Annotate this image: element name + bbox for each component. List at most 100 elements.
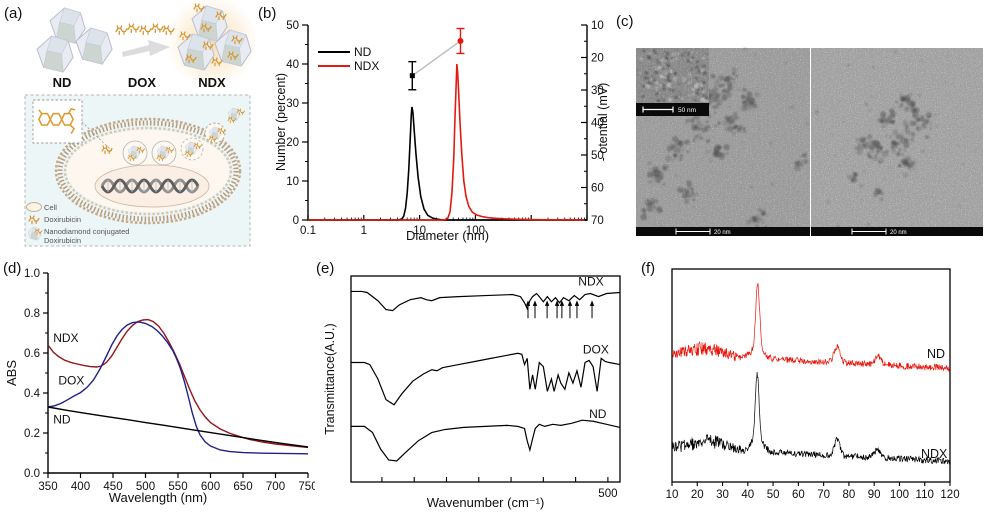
vesicle-entering: [204, 122, 226, 144]
panel-b-letter: (b): [258, 5, 276, 22]
svg-text:90: 90: [868, 489, 881, 501]
svg-text:110: 110: [916, 489, 934, 501]
diagram-legend: Cell Doxirubicin Nanodiamond conjugated …: [26, 202, 129, 245]
curve-label-ndx: NDX: [53, 331, 78, 345]
series-ndx: [47, 318, 309, 449]
zeta-point-ndx: [457, 37, 464, 44]
y-axis-label: Transmittance(A.U.): [323, 323, 337, 434]
membrane-outer: [54, 117, 242, 225]
svg-text:750: 750: [298, 481, 315, 493]
curve-label-nd: ND: [589, 407, 607, 421]
svg-text:1.0: 1.0: [24, 268, 40, 280]
zeta-connector: [411, 40, 461, 77]
svg-text:400: 400: [71, 481, 90, 493]
membrane: [57, 120, 239, 222]
left-scalebar-line: [675, 228, 711, 235]
right-scalebar-label: 20 nm: [890, 230, 907, 236]
ndx-label: NDX: [198, 75, 226, 90]
vesicle-2: [151, 140, 177, 166]
svg-text:50: 50: [591, 150, 604, 162]
svg-text:120: 120: [940, 489, 959, 501]
series-dox: [47, 321, 309, 455]
y-axis-left-label: Number (percent): [274, 73, 288, 171]
svg-text:10: 10: [591, 20, 604, 32]
vesicle-3: [180, 137, 204, 161]
svg-text:ND: ND: [354, 45, 372, 59]
svg-text:80: 80: [843, 489, 856, 501]
inset-scalebar-label: 50 nm: [678, 107, 696, 114]
xrd-plot: 10 20 30 40 50 60 70 80 90 100 110 120 ND NDX: [666, 268, 960, 501]
legend-dox-label: Doxirubicin: [44, 215, 81, 224]
panel-a: (a): [0, 0, 255, 253]
reaction-arrow-icon: [122, 40, 170, 57]
membrane-inner: [63, 126, 233, 216]
ftir-chart: (e) 500 Wavenumber (cm⁻¹) Transmittance(A.…: [316, 260, 621, 510]
xrd-chart: (f) 10 20 30 40 50 60 70 80 90 100 110 120 ND NDX: [641, 260, 960, 501]
dna-icon: [100, 178, 200, 194]
curve-label-dox: DOX: [58, 373, 84, 387]
curve-label-nd: ND: [53, 412, 71, 426]
svg-text:60: 60: [591, 183, 604, 195]
nd-crystals-icon: [36, 7, 113, 73]
svg-text:10: 10: [286, 176, 299, 188]
axes: [307, 25, 588, 221]
svg-text:70: 70: [591, 215, 604, 227]
uvvis-plot: 350 400 450 500 550 600 650 700 750 0.0 0.2 0.4 0.6 0…: [4, 268, 315, 505]
x-axis-label: Diameter (nm): [406, 228, 489, 243]
svg-text:70: 70: [817, 489, 830, 501]
svg-text:350: 350: [38, 481, 57, 493]
svg-text:NDX: NDX: [354, 59, 379, 73]
svg-text:500: 500: [598, 488, 617, 500]
svg-text:0.2: 0.2: [24, 428, 40, 440]
svg-text:20: 20: [286, 137, 299, 149]
zeta-point-nd: [409, 73, 415, 79]
svg-text:0.6: 0.6: [24, 348, 40, 360]
legend-ndx-label-line1: Nanodiamond conjugated: [44, 227, 129, 236]
legend-cell-label: Cell: [44, 203, 57, 212]
tem-images: (c) 50 nm 20 nm: [616, 13, 983, 236]
svg-text:100: 100: [890, 489, 909, 501]
svg-text:700: 700: [266, 481, 285, 493]
inset-connector: [81, 121, 113, 152]
svg-text:30: 30: [716, 489, 729, 501]
inset-scalebar-line: [642, 106, 674, 113]
curve-label-dox: DOX: [583, 342, 609, 356]
dls-plot: 0 10 20 30 40 50 10 20 30 40 50 60 70 0.1 1 10 100Diamet…: [274, 20, 610, 243]
svg-text:0.4: 0.4: [24, 388, 41, 400]
series-nd: [671, 283, 951, 372]
svg-text:0: 0: [293, 215, 299, 227]
y-axis-label: ABS: [4, 360, 19, 386]
series-ndx: [671, 371, 951, 465]
svg-text:10: 10: [666, 489, 679, 501]
svg-text:20: 20: [591, 53, 604, 65]
panel-b: (b) 0 10 20 30 40 50 10 20 30 40 50 60 70 0.1 1 10 100 Di…: [255, 0, 625, 253]
vesicle-1: [122, 140, 148, 166]
right-scalebar-line: [851, 228, 887, 235]
panel-f-letter: (f): [641, 260, 655, 277]
svg-text:600: 600: [201, 481, 220, 493]
svg-text:550: 550: [168, 481, 187, 493]
tem-image-left: 50 nm 20 nm: [636, 47, 810, 236]
svg-text:450: 450: [103, 481, 122, 493]
panel-f: (f) 10 20 30 40 50 60 70 80 90 100 110 120 ND NDX: [640, 255, 985, 523]
svg-text:40: 40: [591, 118, 604, 130]
svg-text:30: 30: [591, 85, 604, 97]
series-dox: [351, 352, 621, 406]
svg-text:40: 40: [741, 489, 754, 501]
panel-a-letter: (a): [4, 5, 22, 22]
nucleus: [94, 164, 210, 208]
svg-text:50: 50: [767, 489, 780, 501]
uvvis-chart: (d) 350 400 450 500 550 600 650 700 750 0.0 0.2 0.4…: [3, 260, 315, 505]
x-axis-label: Wavelength (nm): [109, 490, 208, 505]
ftir-plot: 500 Wavenumber (cm⁻¹) Transmittance(A.U.) N…: [323, 274, 621, 510]
ndx-crystals-icon: [166, 0, 255, 88]
svg-text:650: 650: [233, 481, 252, 493]
cell-diagram: Cell Doxirubicin Nanodiamond conjugated …: [24, 94, 251, 247]
plot-box: [671, 268, 951, 483]
dox-label: DOX: [128, 75, 157, 90]
series-nd: [47, 406, 309, 448]
svg-text:100: 100: [466, 225, 485, 237]
curve-label-ndx: NDX: [578, 274, 603, 288]
plot-box: [350, 275, 621, 483]
